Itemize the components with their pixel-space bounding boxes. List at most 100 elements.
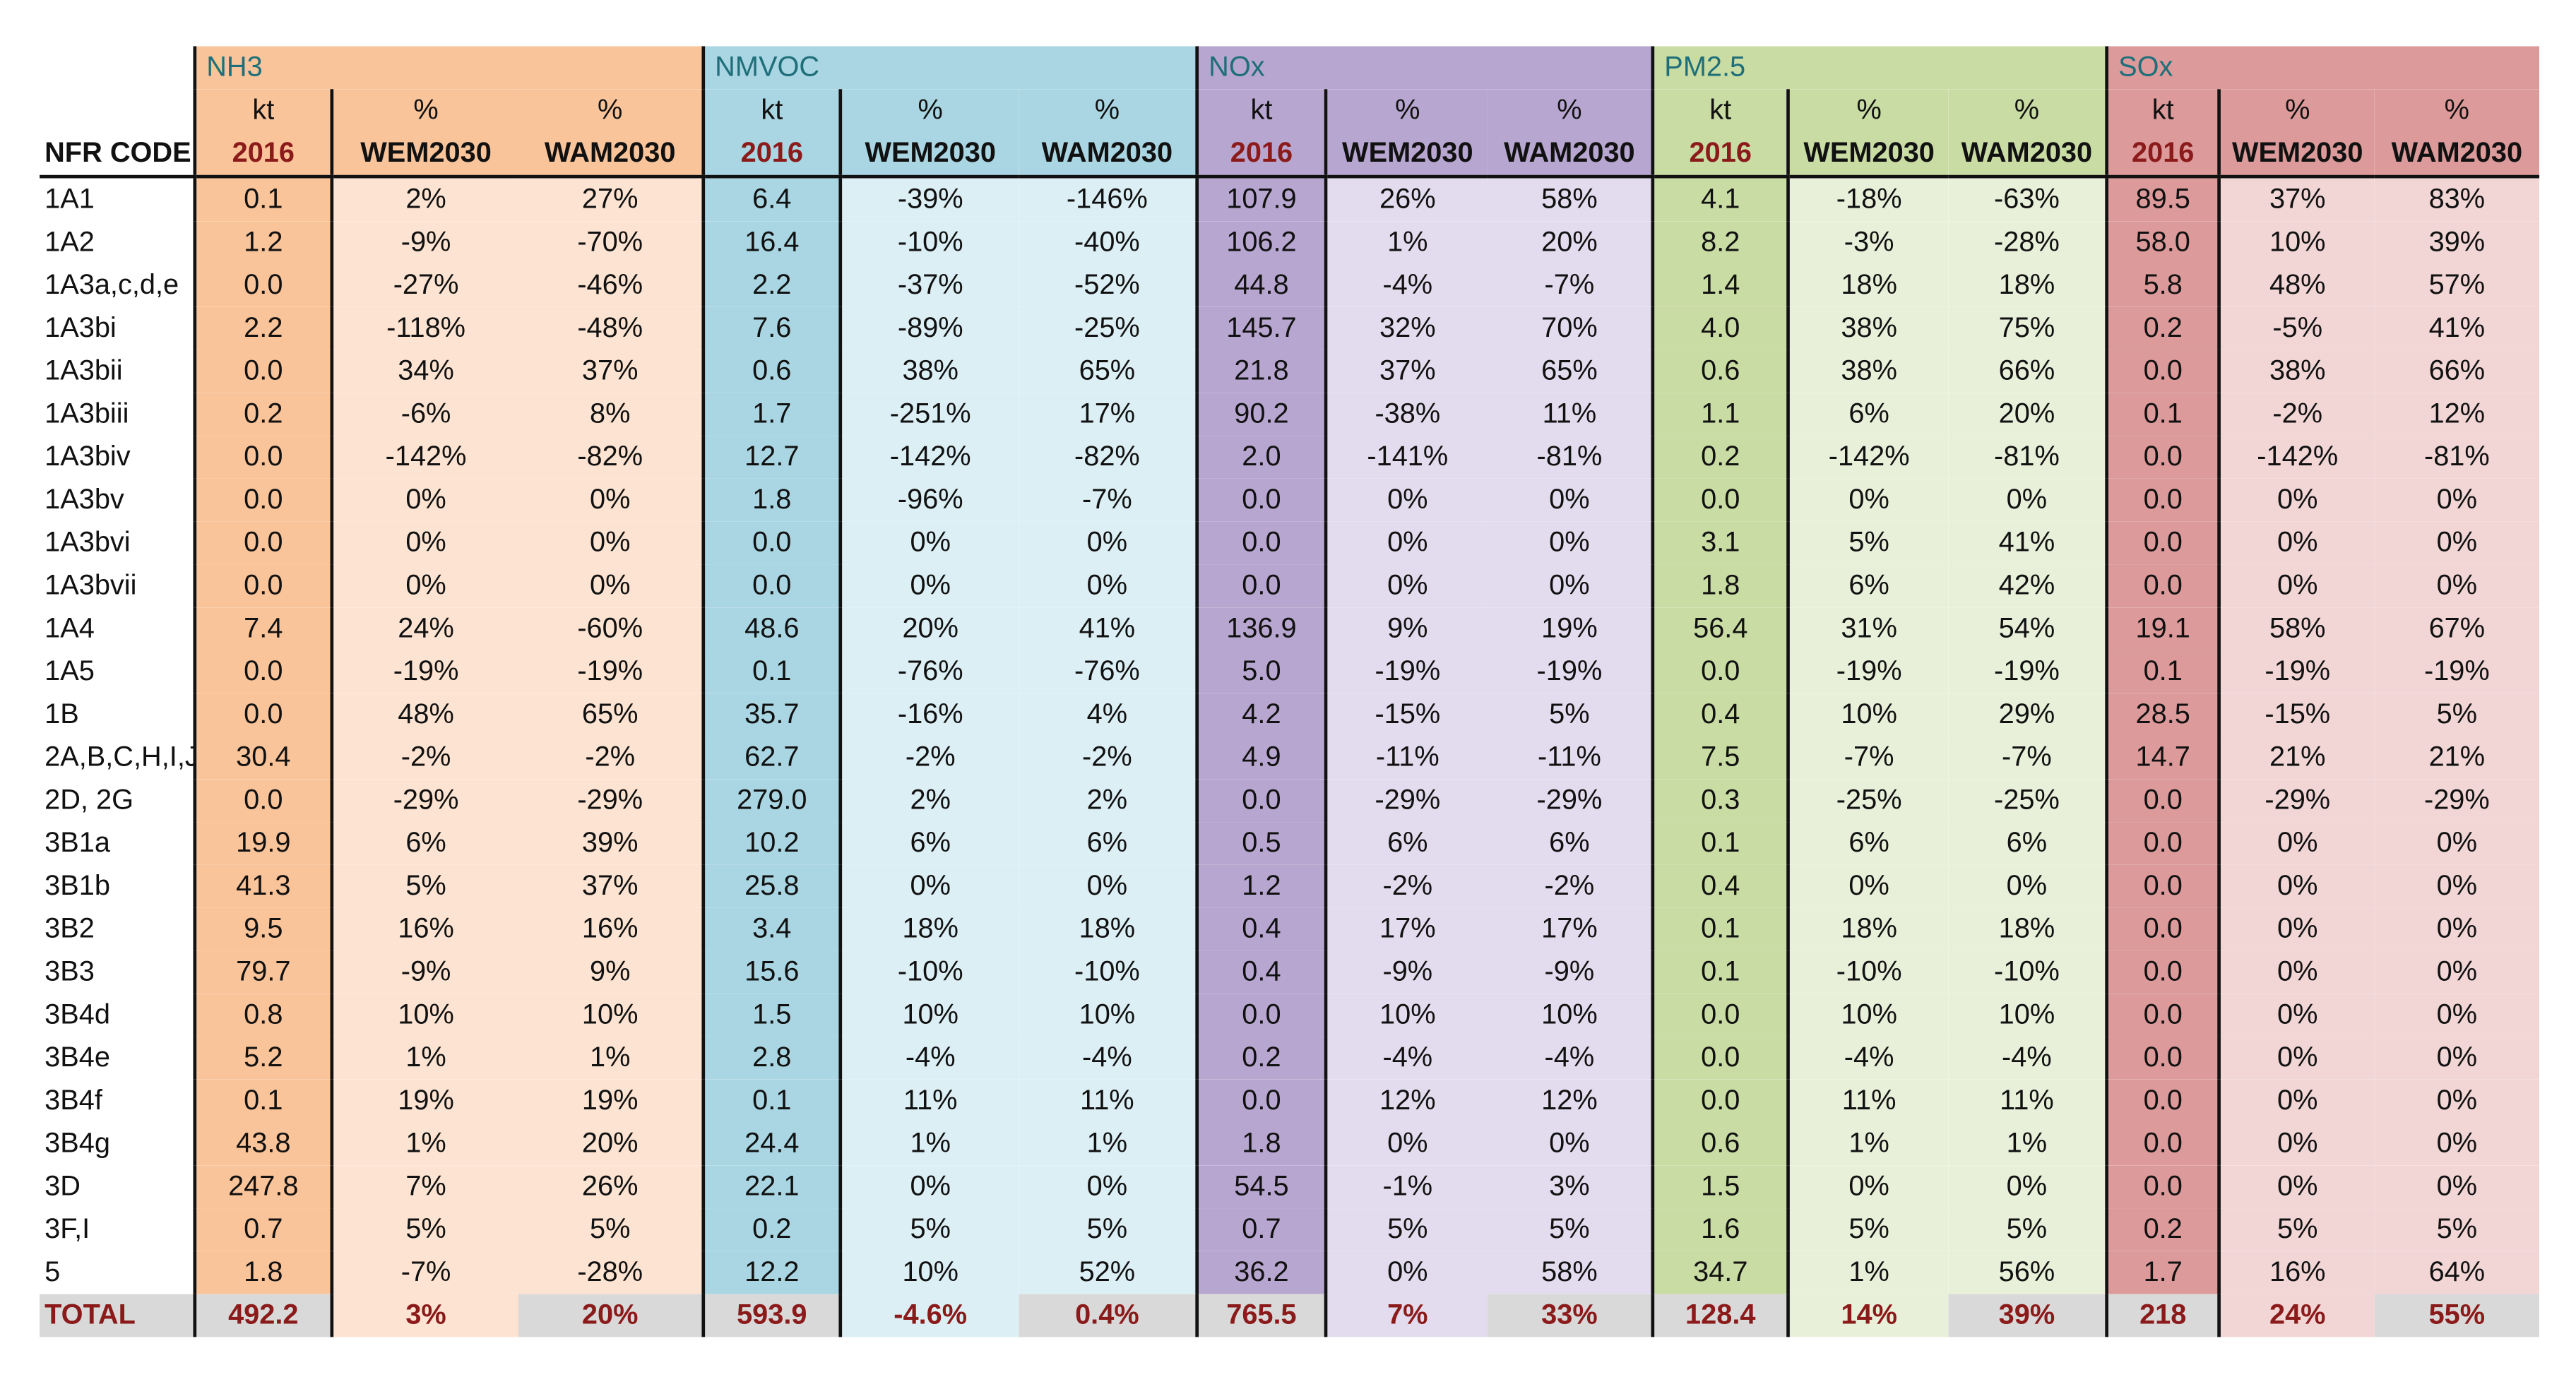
value-cell: -46% (518, 264, 704, 307)
value-cell: -76% (838, 650, 1019, 693)
value-cell: 0.0 (1651, 650, 1788, 693)
table-body: 1A1 0.1 2% 27% 6.4 -39% -146% 107.9 26% 58% 4.1 -18… (40, 177, 2540, 1337)
value-cell: 1% (1786, 1251, 1949, 1294)
value-cell: 14.7 (2105, 736, 2219, 780)
value-cell: -9% (330, 221, 518, 264)
value-cell: -28% (518, 1251, 704, 1294)
value-cell: 0% (1488, 1122, 1653, 1166)
value-cell: 6% (1488, 822, 1653, 865)
table-header: NH3 NMVOC NOx PM2.5 SOx kt%% kt%% kt%% kt%% kt%% N… (40, 46, 2540, 179)
table-row: 1A3bv 0.0 0% 0% 1.8 -96% -7% 0.0 0% 0% 0.0 0% 0% 0.0 0… (40, 478, 2540, 522)
value-cell: -29% (1488, 779, 1653, 823)
nfr-code-cell: 1B (44, 698, 79, 730)
value-cell: 6% (330, 822, 518, 865)
value-cell: 0% (838, 564, 1019, 608)
table-row: 1A3biv 0.0 -142% -82% 12.7 -142% -82% 2.0 -141% -… (40, 436, 2540, 479)
table-row: 3D 247.8 7% 26% 22.1 0% 0% 54.5 -1% 3% 1.5 0% 0% 0.0 0… (40, 1165, 2540, 1209)
group-header-4: SOx (2105, 46, 2540, 90)
value-cell: 9.5 (193, 907, 332, 951)
value-cell: 0% (1324, 564, 1488, 608)
total-value-cell: 3% (330, 1294, 518, 1337)
value-cell: 0.7 (193, 1208, 332, 1251)
scenario-header: 2016 (701, 132, 841, 179)
unit-header: % (1324, 89, 1488, 132)
value-cell: 0% (838, 521, 1019, 565)
value-cell: 0.0 (1651, 994, 1788, 1037)
value-cell: 58.0 (2105, 221, 2219, 264)
value-cell: 0.0 (2105, 521, 2219, 565)
value-cell: -4% (1019, 1036, 1197, 1080)
value-cell: 0.1 (701, 650, 841, 693)
value-cell: 16% (2217, 1251, 2375, 1294)
value-cell: 0% (2217, 907, 2375, 951)
table-row: 1A3bi 2.2 -118% -48% 7.6 -89% -25% 145.7 32% 70% 4… (40, 306, 2540, 350)
value-cell: 0% (518, 478, 704, 522)
value-cell: 10% (1324, 994, 1488, 1037)
value-cell: 10% (838, 1251, 1019, 1294)
value-cell: 0.7 (1195, 1208, 1326, 1251)
value-cell: 0.4 (1195, 950, 1326, 994)
nfr-code-cell: 1A3biv (44, 441, 131, 472)
value-cell: 0.0 (2105, 907, 2219, 951)
value-cell: 279.0 (701, 779, 841, 823)
value-cell: 1.6 (1651, 1208, 1788, 1251)
header-row-groups: NH3 NMVOC NOx PM2.5 SOx (40, 46, 2540, 90)
total-value-cell: 24% (2217, 1294, 2375, 1337)
value-cell: 1.2 (193, 221, 332, 264)
value-cell: 0.3 (1651, 779, 1788, 823)
value-cell: 6% (1324, 822, 1488, 865)
value-cell: -146% (1019, 177, 1197, 222)
value-cell: -7% (1488, 264, 1653, 307)
table-row: 3B1b 41.3 5% 37% 25.8 0% 0% 1.2 -2% -2% 0.4 0% 0% 0.0… (40, 864, 2540, 908)
value-cell: 3.1 (1651, 521, 1788, 565)
value-cell: 28.5 (2105, 693, 2219, 737)
nfr-code-cell: 1A3bvii (44, 569, 137, 601)
value-cell: 4% (1019, 693, 1197, 737)
value-cell: -2% (518, 736, 704, 780)
value-cell: 12.2 (701, 1251, 841, 1294)
value-cell: 37% (518, 350, 704, 393)
value-cell: -63% (1948, 177, 2107, 222)
value-cell: -4% (1488, 1036, 1653, 1080)
value-cell: 0% (2374, 1165, 2540, 1209)
value-cell: 0.1 (1651, 822, 1788, 865)
value-cell: 65% (1488, 350, 1653, 393)
value-cell: 6% (1948, 822, 2107, 865)
value-cell: 90.2 (1195, 393, 1326, 436)
value-cell: -7% (1948, 736, 2107, 780)
value-cell: 54.5 (1195, 1165, 1326, 1209)
value-cell: 0% (1488, 564, 1653, 608)
value-cell: 37% (518, 864, 704, 908)
value-cell: 0.0 (701, 564, 841, 608)
nfr-code-cell: 3B4e (44, 1041, 110, 1073)
value-cell: 0% (330, 521, 518, 565)
total-value-cell: 128.4 (1651, 1294, 1788, 1337)
total-value-cell: 55% (2374, 1294, 2540, 1337)
value-cell: -118% (330, 306, 518, 350)
value-cell: 5% (1786, 521, 1949, 565)
value-cell: 12.7 (701, 436, 841, 479)
value-cell: 48% (2217, 264, 2375, 307)
value-cell: 0% (1019, 1165, 1197, 1209)
value-cell: 22.1 (701, 1165, 841, 1209)
value-cell: -40% (1019, 221, 1197, 264)
value-cell: -4% (838, 1036, 1019, 1080)
value-cell: -60% (518, 607, 704, 650)
value-cell: 66% (2374, 350, 2540, 393)
value-cell: 0% (1786, 864, 1949, 908)
table-row: 1A3bvii 0.0 0% 0% 0.0 0% 0% 0.0 0% 0% 1.8 6% 42% 0.0 0… (40, 564, 2540, 608)
value-cell: 1.5 (701, 994, 841, 1037)
value-cell: 0.0 (193, 264, 332, 307)
value-cell: 20% (1488, 221, 1653, 264)
value-cell: 0% (330, 564, 518, 608)
value-cell: 0% (330, 478, 518, 522)
value-cell: 1% (1786, 1122, 1949, 1166)
value-cell: -25% (1948, 779, 2107, 823)
value-cell: 0.0 (2105, 564, 2219, 608)
table-row: 1A2 1.2 -9% -70% 16.4 -10% -40% 106.2 1% 20% 8.2 -3… (40, 221, 2540, 264)
value-cell: -19% (330, 650, 518, 693)
value-cell: 7.6 (701, 306, 841, 350)
value-cell: 0.0 (2105, 779, 2219, 823)
value-cell: 41% (1019, 607, 1197, 650)
value-cell: 0.0 (2105, 950, 2219, 994)
